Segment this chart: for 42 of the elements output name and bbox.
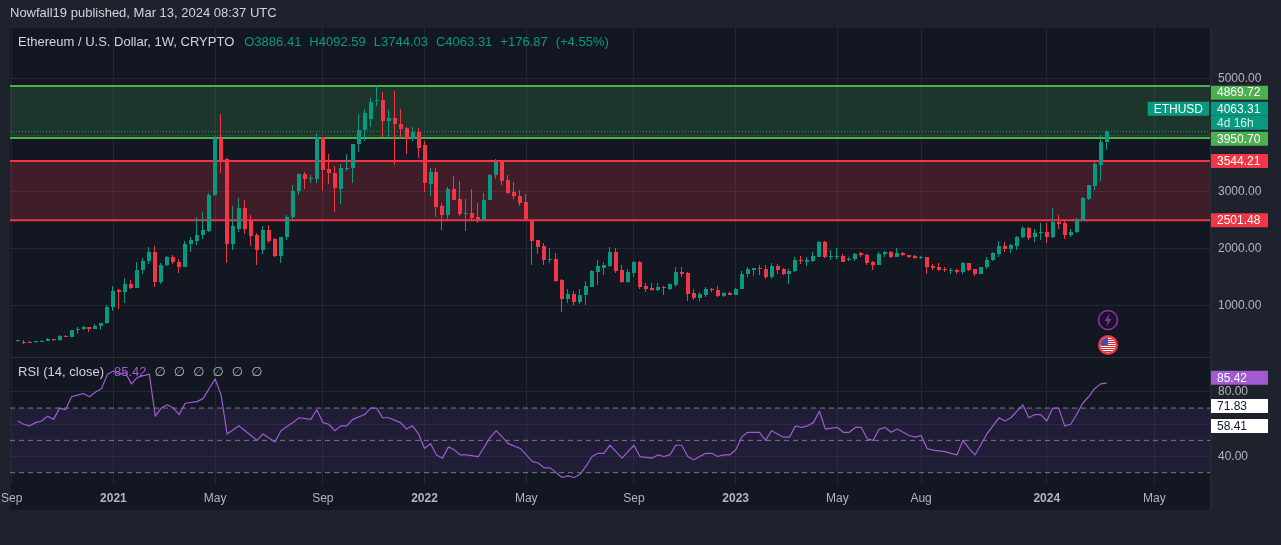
text: 71.83: [1217, 398, 1248, 413]
candlestick: [1039, 223, 1043, 240]
ref-line-label: 3950.70: [1217, 131, 1261, 146]
candlestick: [548, 248, 552, 263]
text: 4063.31: [1217, 101, 1261, 116]
x-tick-label: May: [826, 490, 849, 505]
x-tick-label: May: [1143, 490, 1166, 505]
x-tick-label: May: [203, 490, 227, 505]
y-tick-label: 3000.00: [1218, 184, 1262, 199]
candlestick: [835, 248, 839, 259]
x-tick-label: 2024: [1033, 490, 1061, 505]
text: O3886.41 H4092.59 L3744.03 C4063.31 +176.87 (+4.55%): [244, 33, 609, 49]
y-tick-label: 1000.00: [1218, 297, 1262, 312]
x-tick-label: 2021: [100, 490, 128, 505]
ref-line-label: 3544.21: [1217, 153, 1261, 168]
text: 85.42: [1217, 370, 1248, 385]
x-tick-label: Sep: [312, 490, 334, 505]
x-tick-label: Aug: [910, 490, 932, 505]
candlestick: [345, 154, 349, 171]
x-tick-label: Sep: [623, 490, 645, 505]
text: 58.41: [1217, 418, 1248, 433]
ref-line-label: 2501.48: [1217, 213, 1261, 228]
y-tick-label: 5000.00: [1218, 70, 1262, 85]
y-tick-label: 2000.00: [1218, 240, 1262, 255]
annotation: ETHUSD: [1153, 101, 1204, 116]
y-tick-label: 80.00: [1218, 384, 1249, 399]
text: Ethereum / U.S. Dollar, 1W, CRYPTO: [18, 33, 235, 49]
candlestick: [375, 86, 379, 106]
text: 85.42 ∅ ∅ ∅ ∅ ∅ ∅: [113, 363, 263, 379]
text: Nowfall19 published, Mar 13, 2024 08:37 UTC: [10, 5, 277, 20]
text: 4d 16h: [1217, 115, 1254, 130]
x-tick-label: May: [514, 490, 538, 505]
candlestick: [117, 289, 121, 309]
x-tick-label: 2023: [722, 490, 750, 505]
text: RSI (14, close): [18, 363, 104, 379]
x-tick-label: 2022: [411, 490, 439, 505]
x-tick-label: Sep: [1, 490, 23, 505]
candlestick: [758, 265, 762, 275]
candlestick: [829, 250, 833, 260]
ref-line-label: 4869.72: [1217, 85, 1261, 100]
y-tick-label: 40.00: [1218, 448, 1249, 463]
candlestick: [464, 199, 468, 231]
